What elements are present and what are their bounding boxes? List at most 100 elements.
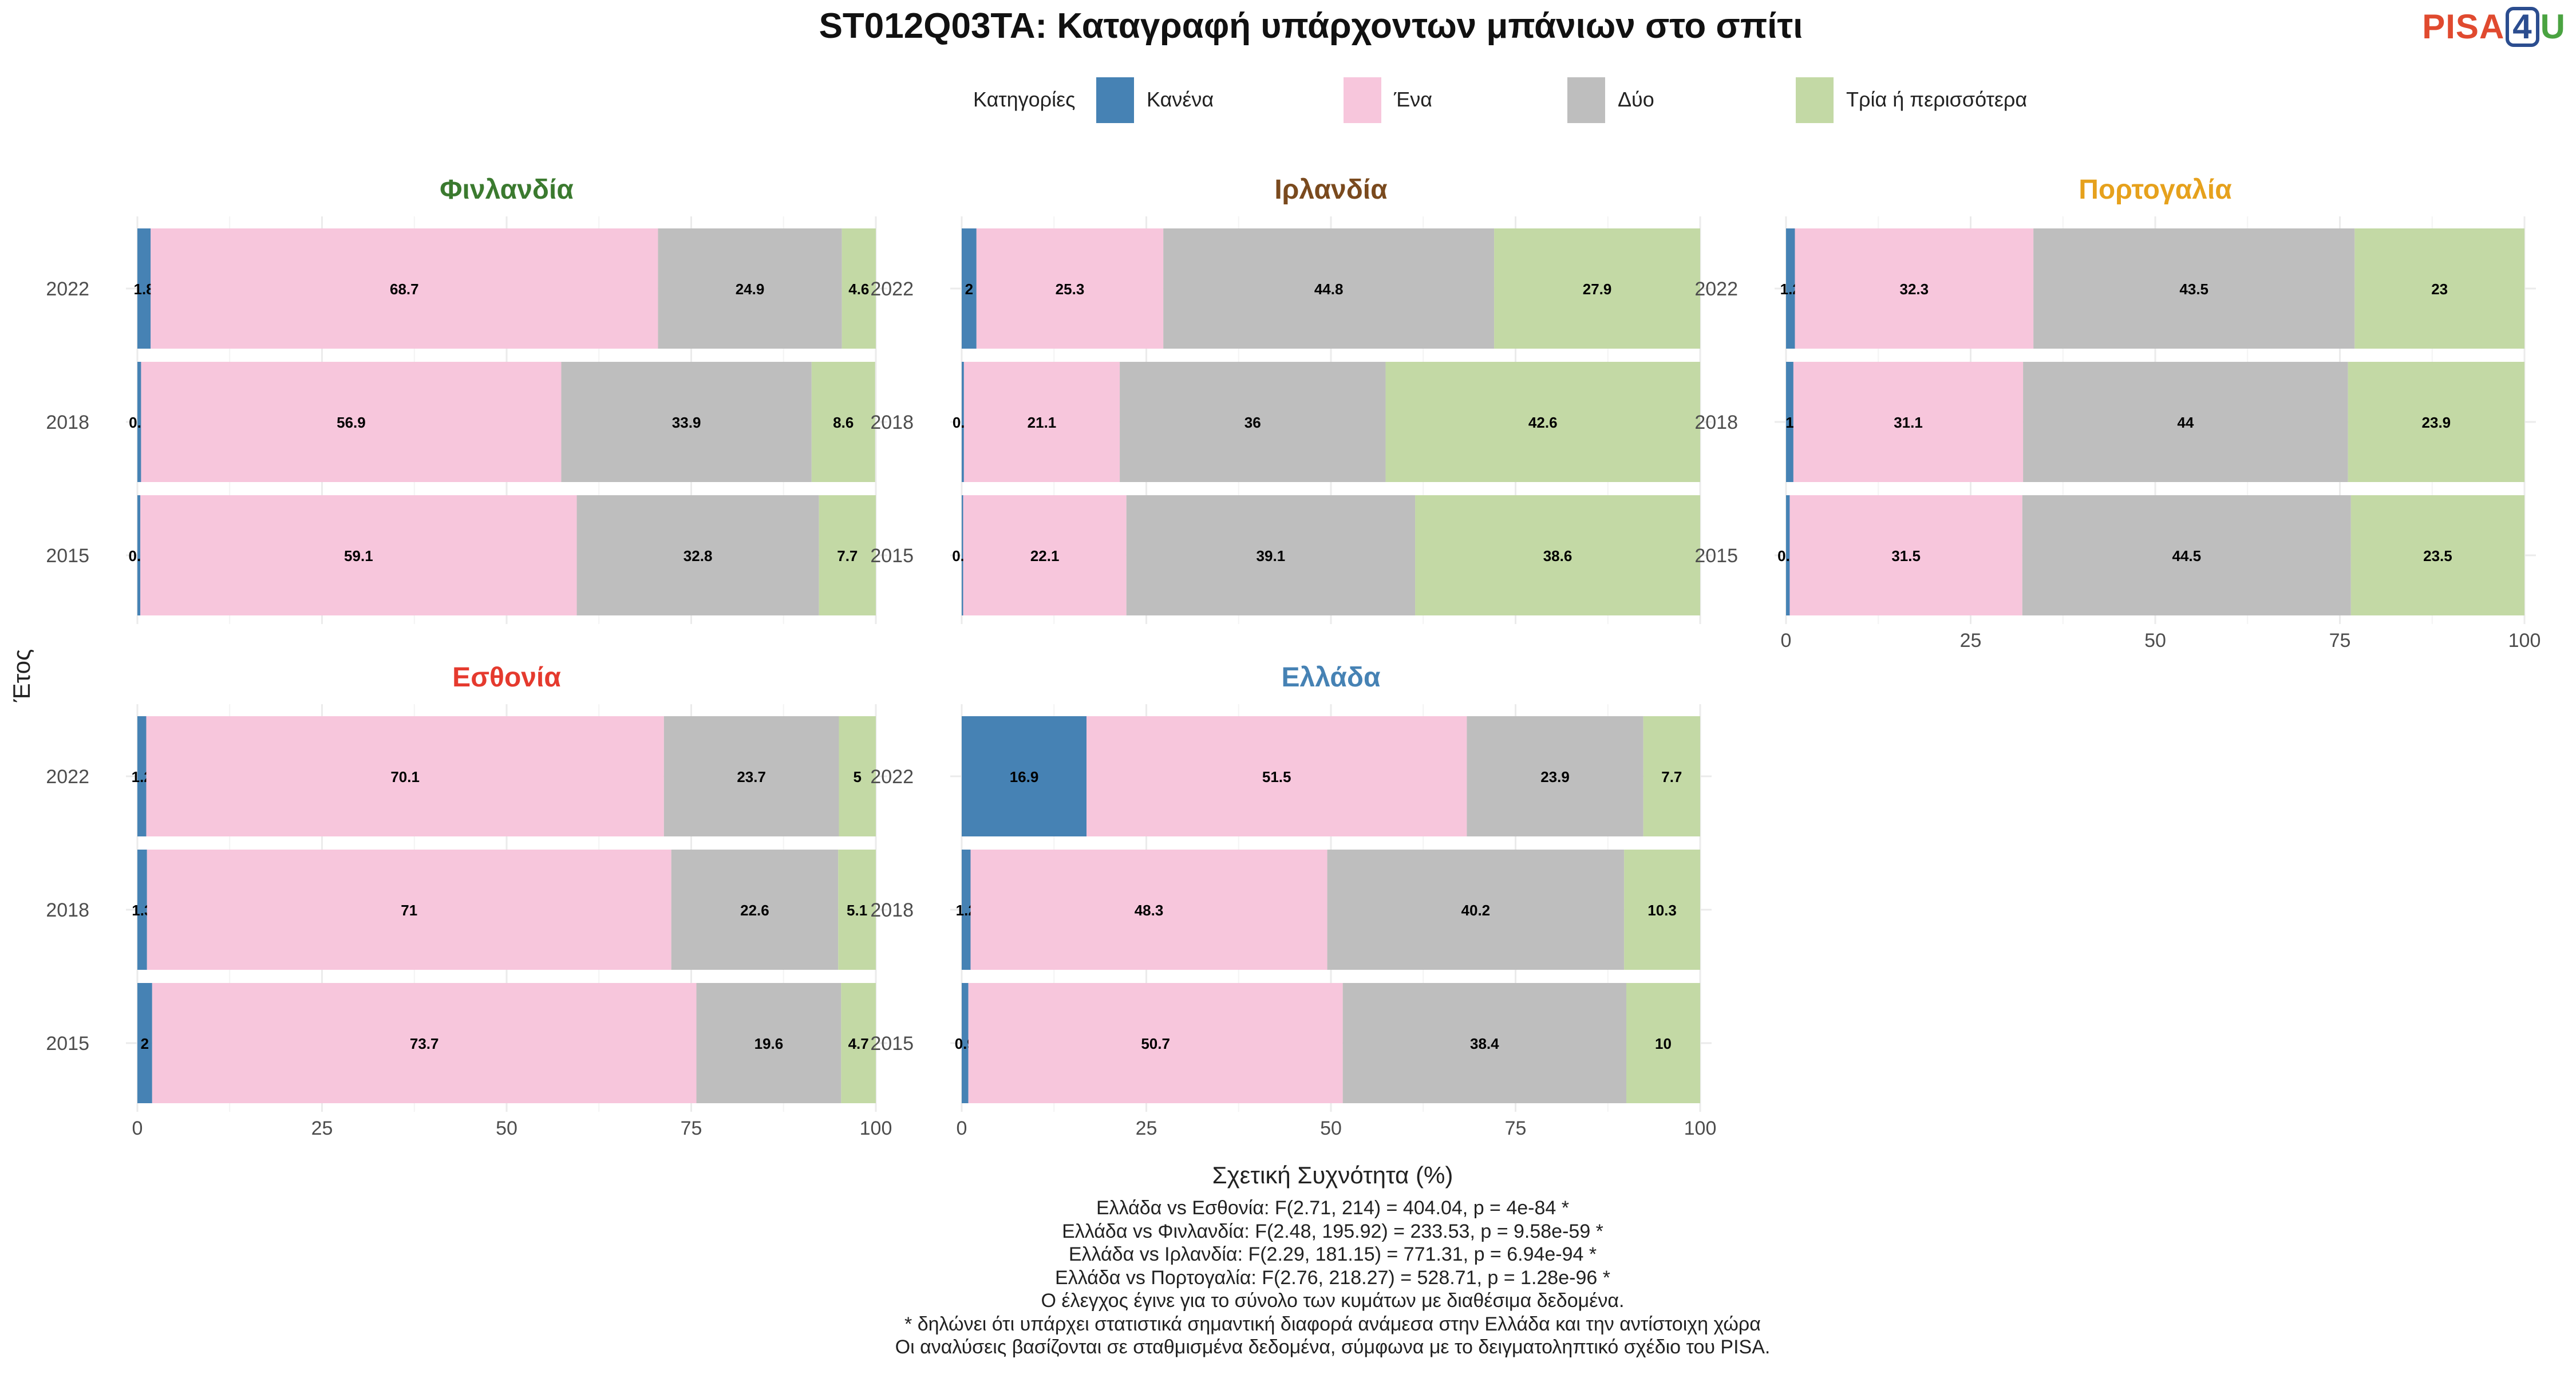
bar-segment xyxy=(962,362,964,482)
panel-title: Πορτογαλία xyxy=(2079,175,2232,205)
bar-segment xyxy=(140,495,577,615)
x-tick-label: 75 xyxy=(681,1118,702,1139)
panel-title: Εσθονία xyxy=(452,662,561,693)
data-label: 7.7 xyxy=(837,547,858,564)
legend-swatch-2 xyxy=(1567,77,1605,123)
logo-text-u: U xyxy=(2540,7,2566,46)
y-axis-label: Έτος xyxy=(8,649,35,703)
bar-segment xyxy=(1494,228,1700,349)
bar-segment xyxy=(819,495,876,615)
data-label: 25.3 xyxy=(1056,281,1085,298)
data-label: 23 xyxy=(2431,281,2448,298)
data-label: 38.4 xyxy=(1470,1035,1499,1052)
data-label: 4.6 xyxy=(848,281,869,298)
data-label: 42.6 xyxy=(1528,414,1558,431)
panel-title: Φινλανδία xyxy=(440,175,574,205)
bar-segment xyxy=(2348,362,2524,482)
x-tick-label: 75 xyxy=(2329,630,2351,652)
bar-segment xyxy=(1786,228,1795,349)
y-tick-label: 2018 xyxy=(46,899,89,921)
y-tick-label: 2015 xyxy=(870,1033,914,1055)
bar-segment xyxy=(1626,983,1700,1103)
footnote-2: Ελλάδα vs Ιρλανδία: F(2.29, 181.15) = 77… xyxy=(1069,1243,1597,1265)
legend-swatch-0 xyxy=(1096,77,1134,123)
data-label: 70.1 xyxy=(390,768,420,785)
bar-segment xyxy=(1126,495,1416,615)
legend-title: Κατηγορίες xyxy=(973,88,1076,111)
x-tick-label: 0 xyxy=(132,1118,143,1139)
bar-segment xyxy=(1120,362,1386,482)
bar-segment xyxy=(137,362,141,482)
bar-segment xyxy=(137,716,147,836)
data-label: 56.9 xyxy=(337,414,366,431)
data-label: 50.7 xyxy=(1141,1035,1170,1052)
data-label: 22.6 xyxy=(740,902,769,919)
chart-title: ST012Q03TA: Καταγραφή υπάρχοντων μπάνιων… xyxy=(819,6,1803,46)
data-label: 38.6 xyxy=(1543,547,1573,564)
data-label: 2 xyxy=(141,1035,149,1052)
bar-segment xyxy=(1793,362,2024,482)
data-label: 1 xyxy=(1785,414,1793,431)
data-label: 10 xyxy=(1655,1035,1672,1052)
x-tick-label: 50 xyxy=(2144,630,2166,652)
bar-segment xyxy=(137,495,141,615)
data-label: 44 xyxy=(2177,414,2194,431)
x-tick-label: 0 xyxy=(957,1118,967,1139)
bar-segment xyxy=(576,495,819,615)
y-tick-label: 2015 xyxy=(870,545,914,567)
footnotes: Ελλάδα vs Εσθονία: F(2.71, 214) = 404.04… xyxy=(895,1197,1771,1358)
bar-segment xyxy=(962,495,963,615)
y-tick-label: 2022 xyxy=(870,278,914,300)
y-tick-label: 2018 xyxy=(1694,412,1738,433)
x-tick-label: 75 xyxy=(1505,1118,1527,1139)
bar-segment xyxy=(1786,495,1790,615)
legend-label-2: Δύο xyxy=(1618,88,1654,111)
bar-segment xyxy=(2022,495,2351,615)
bar-segment xyxy=(962,850,971,970)
data-label: 31.1 xyxy=(1894,414,1923,431)
bar-segment xyxy=(962,983,969,1103)
bar-segment xyxy=(1786,362,1793,482)
x-tick-label: 50 xyxy=(1320,1118,1342,1139)
data-label: 32.8 xyxy=(683,547,713,564)
footnote-5: * δηλώνει ότι υπάρχει στατιστικά σημαντι… xyxy=(904,1313,1761,1335)
bar-segment xyxy=(2354,228,2524,349)
bar-segment xyxy=(1086,716,1467,836)
bar-segment xyxy=(147,850,671,970)
data-label: 44.8 xyxy=(1314,281,1344,298)
bar-segment xyxy=(976,228,1164,349)
bar-segment xyxy=(811,362,875,482)
bar-segment xyxy=(141,362,562,482)
legend-label-1: Ένα xyxy=(1393,88,1432,111)
bar-segment xyxy=(963,362,1120,482)
bar-segment xyxy=(561,362,812,482)
bar-segment xyxy=(968,983,1343,1103)
data-label: 10.3 xyxy=(1647,902,1677,919)
x-tick-label: 25 xyxy=(1960,630,1982,652)
y-tick-label: 2022 xyxy=(870,766,914,788)
panel-title: Ιρλανδία xyxy=(1274,175,1388,205)
data-label: 22.1 xyxy=(1030,547,1060,564)
data-label: 4.7 xyxy=(848,1035,869,1052)
data-label: 21.1 xyxy=(1028,414,1057,431)
x-tick-label: 25 xyxy=(1136,1118,1157,1139)
bar-segment xyxy=(1643,716,1700,836)
bar-segment xyxy=(1327,850,1625,970)
bar-segment xyxy=(2350,495,2524,615)
bar-segment xyxy=(1385,362,1700,482)
data-label: 73.7 xyxy=(410,1035,439,1052)
footnote-4: Ο έλεγχος έγινε για το σύνολο των κυμάτω… xyxy=(1041,1290,1625,1312)
data-label: 36 xyxy=(1244,414,1261,431)
y-tick-label: 2018 xyxy=(46,412,89,433)
y-tick-label: 2022 xyxy=(46,766,89,788)
data-label: 48.3 xyxy=(1135,902,1164,919)
bar-segment xyxy=(963,495,1127,615)
data-label: 2 xyxy=(965,281,973,298)
bar-segment xyxy=(841,983,876,1103)
y-tick-label: 2018 xyxy=(870,412,914,433)
legend: Κατηγορίες Κανένα Ένα Δύο Τρία ή περισσότερ… xyxy=(973,77,2027,123)
